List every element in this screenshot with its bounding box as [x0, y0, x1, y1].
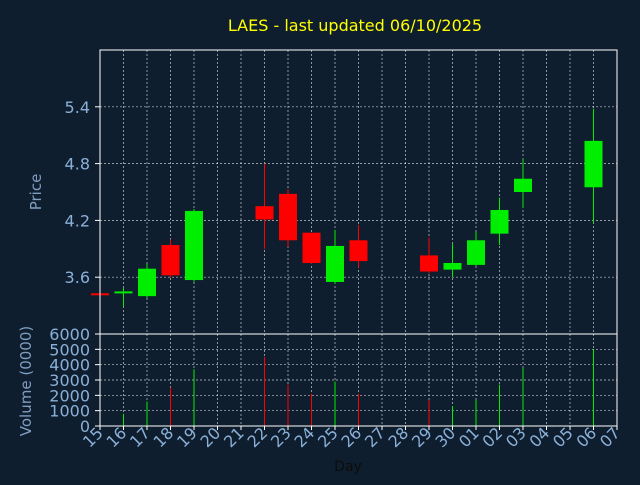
- candle-body-down: [161, 245, 180, 276]
- volume-tick-label: 4000: [49, 356, 90, 375]
- volume-tick-label: 5000: [49, 340, 90, 359]
- x-axis-ticks: 1516171819202122232425262728293001020304…: [79, 423, 624, 451]
- candle-body-down: [349, 240, 368, 262]
- volume-tick-label: 1000: [49, 402, 90, 421]
- price-axis-label: Price: [27, 174, 45, 211]
- candle-body-up: [185, 210, 203, 281]
- price-panel: 3.6 4.2 4.8 5.4: [65, 49, 618, 335]
- chart-title: LAES - last updated 06/10/2025: [228, 16, 482, 35]
- volume-axis-label: Volume (0000): [17, 326, 35, 436]
- volume-tick-label: 6000: [49, 325, 90, 344]
- candle-body-down: [302, 232, 321, 263]
- candle-body-down: [279, 193, 297, 241]
- price-tick-label: 4.8: [65, 155, 90, 174]
- volume-tick-label: 3000: [49, 371, 90, 390]
- candle-body-down: [255, 206, 274, 220]
- x-axis-label: Day: [334, 459, 362, 475]
- candle-body-up: [326, 245, 344, 282]
- x-tick-label: 07: [596, 423, 624, 451]
- candle-body-up: [490, 209, 509, 234]
- candle-body-up: [138, 268, 156, 297]
- candle-body-up: [467, 240, 485, 265]
- volume-tick-label: 0: [80, 417, 90, 436]
- price-tick-label: 3.6: [65, 268, 90, 287]
- candle-body-up: [584, 140, 603, 188]
- candle-body-up: [443, 263, 462, 270]
- price-tick-label: 5.4: [65, 98, 90, 117]
- price-tick-label: 4.2: [65, 211, 90, 230]
- candle-body-down: [420, 255, 438, 272]
- volume-tick-label: 2000: [49, 386, 90, 405]
- candle-body-up: [514, 178, 532, 192]
- candle-body-up: [114, 291, 133, 294]
